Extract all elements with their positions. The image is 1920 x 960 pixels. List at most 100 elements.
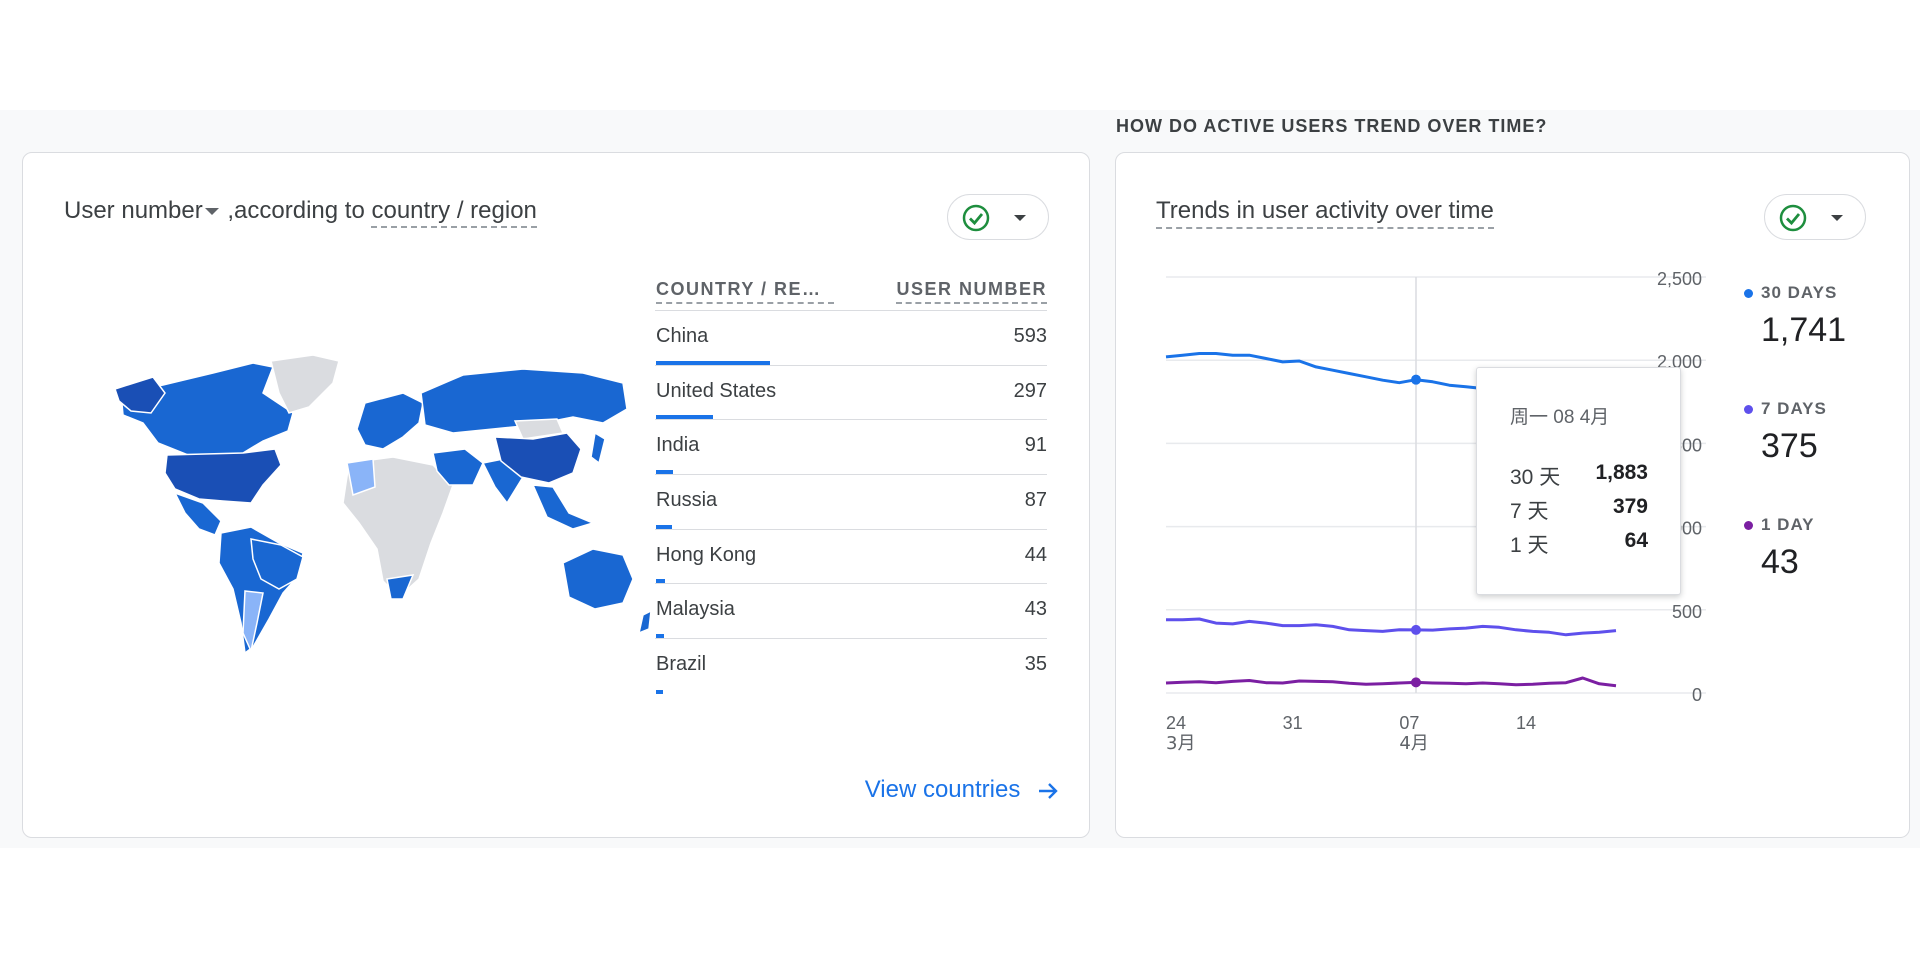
compare-toggle-button[interactable] (947, 194, 1049, 240)
tooltip-date: 周一 08 4月 (1510, 407, 1610, 428)
map-region-new-zealand[interactable] (637, 609, 652, 635)
user-count: 87 (1024, 489, 1047, 512)
legend-label: 30 DAYS (1744, 283, 1846, 303)
legend-value: 375 (1761, 427, 1818, 465)
x-tick-sublabel: 4月 (1399, 733, 1428, 754)
table-row[interactable]: Brazil 35 (655, 639, 1047, 694)
country-name: Russia (656, 489, 718, 512)
legend-item-30-days[interactable]: 30 DAYS 1,741 (1744, 283, 1846, 350)
legend-dot-icon (1744, 521, 1753, 531)
user-count: 297 (1013, 379, 1047, 402)
share-bar (656, 579, 665, 584)
table-row[interactable]: Russia 87 (655, 475, 1047, 530)
users-by-country-card: User number ,according to country / regi… (22, 152, 1090, 838)
legend-name: 30 DAYS (1761, 283, 1838, 302)
table-row[interactable]: China 593 (655, 311, 1047, 366)
legend-name: 7 DAYS (1761, 399, 1827, 418)
share-bar (656, 360, 770, 365)
table-row[interactable]: Hong Kong 44 (655, 530, 1047, 585)
legend-value: 1,741 (1761, 311, 1847, 349)
map-region-united-states[interactable] (164, 448, 282, 504)
user-count: 91 (1024, 434, 1047, 457)
tooltip-label: 1 天 (1510, 534, 1549, 557)
tooltip-value: 379 (1612, 495, 1648, 518)
metric-selector[interactable]: User number (64, 197, 221, 224)
column-header-users[interactable]: USER NUMBER (896, 279, 1047, 304)
tooltip-value: 64 (1624, 529, 1648, 552)
map-region-alaska[interactable] (114, 376, 166, 414)
map-region-canada[interactable] (120, 362, 294, 458)
map-region-china[interactable] (494, 432, 582, 484)
map-region-russia[interactable] (420, 368, 628, 434)
chevron-down-icon (1014, 215, 1026, 221)
map-region-greenland[interactable] (270, 354, 340, 414)
share-bar (656, 524, 672, 529)
hover-point (1411, 677, 1421, 688)
country-name: Brazil (656, 653, 707, 676)
column-header-country[interactable]: COUNTRY / REGION (656, 279, 834, 304)
country-name: United States (656, 379, 777, 402)
map-region-brazil[interactable] (250, 538, 304, 590)
hover-point (1411, 624, 1421, 635)
y-tick-label: 2,500 (1657, 269, 1702, 289)
x-tick-label: 24 (1166, 713, 1186, 733)
map-region-africa[interactable] (342, 456, 454, 599)
country-name: Malaysia (656, 598, 735, 621)
country-table: COUNTRY / REGION USER NUMBER China 593 Un… (655, 273, 1047, 694)
map-region-japan[interactable] (590, 431, 606, 465)
card-title[interactable]: Trends in user activity over time (1156, 197, 1494, 229)
world-map[interactable] (103, 353, 673, 673)
user-count: 593 (1013, 325, 1047, 347)
card-title: User number ,according to country / regi… (64, 197, 537, 228)
hover-point (1411, 374, 1421, 385)
table-header: COUNTRY / REGION USER NUMBER (655, 273, 1047, 311)
active-users-trend-card: Trends in user activity over time 0 500 1,… (1115, 152, 1910, 838)
legend-item-1-day[interactable]: 1 DAY 43 (1744, 515, 1815, 582)
map-region-argentina[interactable] (242, 590, 264, 654)
check-circle-icon (962, 204, 990, 232)
section-title: HOW DO ACTIVE USERS TREND OVER TIME? (1116, 116, 1548, 136)
x-tick-label: 07 (1399, 713, 1419, 733)
table-row[interactable]: Malaysia 43 (655, 584, 1047, 640)
country-name: Hong Kong (656, 543, 757, 566)
legend-dot-icon (1744, 289, 1753, 299)
table-row[interactable]: India 91 (655, 420, 1047, 476)
view-countries-link[interactable]: View countries (865, 776, 1059, 804)
arrow-right-icon (1039, 782, 1058, 799)
dimension-selector[interactable]: country / region (371, 197, 537, 228)
map-region-mexico[interactable] (173, 491, 222, 536)
tooltip-label: 30 天 (1510, 466, 1561, 489)
share-bar (656, 470, 673, 475)
map-region-southeast-asia[interactable] (531, 484, 596, 530)
legend-label: 7 DAYS (1744, 399, 1827, 419)
share-bar (656, 415, 713, 420)
legend-dot-icon (1744, 405, 1753, 415)
tooltip-label: 7 天 (1510, 500, 1549, 523)
map-region-south-africa[interactable] (386, 574, 415, 600)
map-region-middle-east[interactable] (432, 448, 484, 486)
compare-toggle-button[interactable] (1764, 194, 1866, 240)
series-line (1165, 676, 1617, 688)
title-connector: ,according to (220, 197, 372, 224)
y-tick-label: 500 (1672, 602, 1702, 622)
tooltip-value: 1,883 (1595, 461, 1648, 484)
table-row[interactable]: United States 297 (655, 366, 1047, 421)
x-tick-label: 31 (1283, 713, 1303, 733)
map-region-australia[interactable] (562, 548, 634, 610)
country-name: China (656, 325, 709, 347)
user-count: 43 (1024, 598, 1047, 621)
caret-down-icon (204, 208, 219, 216)
legend-label: 1 DAY (1744, 515, 1815, 535)
map-region-europe[interactable] (356, 392, 424, 450)
chart-tooltip: 周一 08 4月 30 天 1,883 7 天 379 1 天 64 (1476, 367, 1681, 595)
user-count: 44 (1024, 543, 1047, 566)
x-tick-sublabel: 3月 (1166, 733, 1195, 754)
country-name: India (656, 434, 700, 457)
user-count: 35 (1024, 653, 1047, 676)
check-circle-icon (1779, 204, 1807, 232)
legend-name: 1 DAY (1761, 515, 1815, 534)
legend-value: 43 (1761, 543, 1799, 581)
x-tick-label: 14 (1516, 713, 1536, 733)
legend-item-7-days[interactable]: 7 DAYS 375 (1744, 399, 1827, 466)
map-region-north-africa[interactable] (346, 458, 376, 497)
